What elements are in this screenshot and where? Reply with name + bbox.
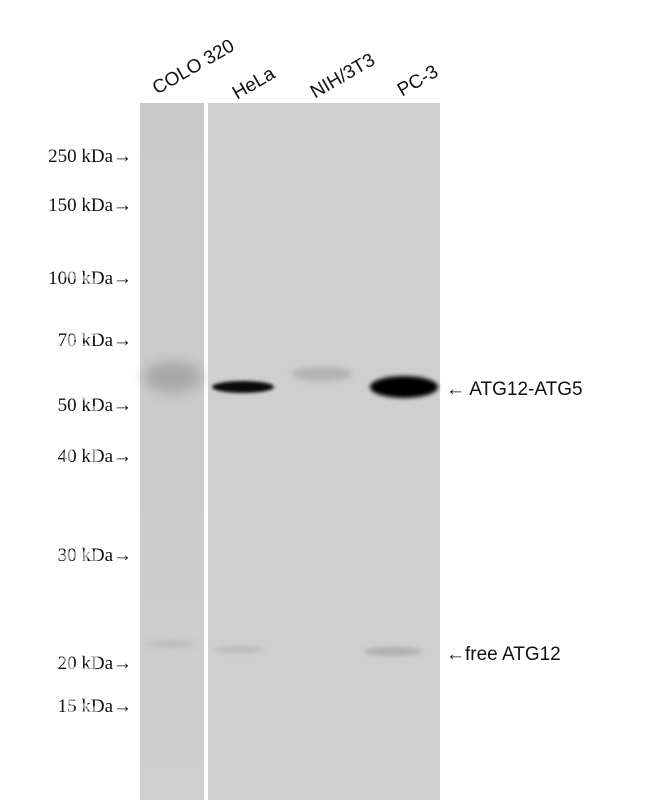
lane-label-hela: HeLa bbox=[229, 63, 279, 105]
band-colo320-free-atg12 bbox=[146, 640, 196, 648]
lane-label-colo320: COLO 320 bbox=[149, 35, 239, 100]
band-colo320-atg12-atg5 bbox=[144, 361, 202, 393]
band-pc3-free-atg12 bbox=[364, 647, 422, 656]
marker-100: 100 kDa→ bbox=[48, 268, 132, 289]
band-pc3-atg12-atg5 bbox=[370, 376, 438, 398]
membrane-panel-left bbox=[140, 103, 204, 800]
band-hela-atg12-atg5 bbox=[212, 381, 274, 393]
marker-50: 50 kDa→ bbox=[57, 395, 132, 416]
marker-40: 40 kDa→ bbox=[57, 446, 132, 467]
marker-15: 15 kDa→ bbox=[57, 696, 132, 717]
lane-label-pc3: PC-3 bbox=[394, 61, 442, 102]
marker-30: 30 kDa→ bbox=[57, 545, 132, 566]
marker-250: 250 kDa→ bbox=[48, 146, 132, 167]
marker-20: 20 kDa→ bbox=[57, 653, 132, 674]
band-nih3t3-atg12-atg5 bbox=[292, 367, 352, 381]
marker-70: 70 kDa→ bbox=[57, 330, 132, 351]
membrane-panel-right bbox=[208, 103, 440, 800]
annotation-free-atg12: ←free ATG12 bbox=[446, 644, 561, 665]
marker-150: 150 kDa→ bbox=[48, 195, 132, 216]
lane-label-nih3t3: NIH/3T3 bbox=[307, 49, 379, 104]
annotation-atg12-atg5: ← ATG12-ATG5 bbox=[446, 379, 583, 400]
watermark: WWW.PTGLAB.COM bbox=[53, 211, 107, 724]
band-hela-free-atg12 bbox=[214, 646, 264, 653]
